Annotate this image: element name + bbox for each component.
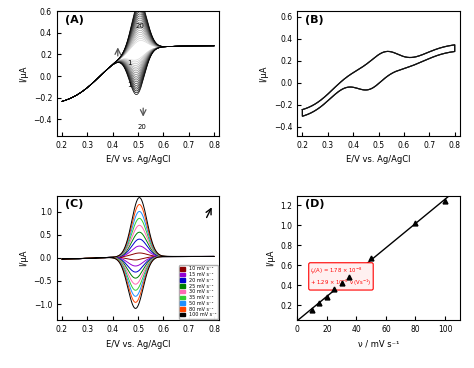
Y-axis label: I/μA: I/μA: [266, 250, 275, 266]
Text: 1: 1: [127, 82, 131, 88]
X-axis label: E/V vs. Ag/AgCl: E/V vs. Ag/AgCl: [106, 340, 170, 348]
Y-axis label: I/μA: I/μA: [19, 250, 28, 266]
Text: 1: 1: [127, 60, 131, 66]
X-axis label: E/V vs. Ag/AgCl: E/V vs. Ag/AgCl: [346, 155, 411, 164]
Text: 20: 20: [136, 24, 144, 29]
Text: 20: 20: [137, 124, 146, 130]
Legend: 10 mV s⁻¹, 15 mV s⁻¹, 20 mV s⁻¹, 25 mV s⁻¹, 30 mV s⁻¹, 35 mV s⁻¹, 50 mV s⁻¹, 80 : 10 mV s⁻¹, 15 mV s⁻¹, 20 mV s⁻¹, 25 mV s…: [179, 265, 218, 319]
Y-axis label: I/μA: I/μA: [19, 65, 28, 82]
Text: $i_p$(A) = 1.78 × 10$^{-8}$
+ 1.29 × 10$^{-8}$ ν (Vs$^{-1}$): $i_p$(A) = 1.78 × 10$^{-8}$ + 1.29 × 10$…: [310, 265, 372, 289]
Text: (A): (A): [65, 15, 84, 25]
X-axis label: ν / mV s⁻¹: ν / mV s⁻¹: [358, 340, 399, 348]
X-axis label: E/V vs. Ag/AgCl: E/V vs. Ag/AgCl: [106, 155, 170, 164]
Text: (B): (B): [305, 15, 324, 25]
Text: (C): (C): [65, 199, 83, 209]
Y-axis label: I/μA: I/μA: [259, 65, 268, 82]
Text: (D): (D): [305, 199, 325, 209]
